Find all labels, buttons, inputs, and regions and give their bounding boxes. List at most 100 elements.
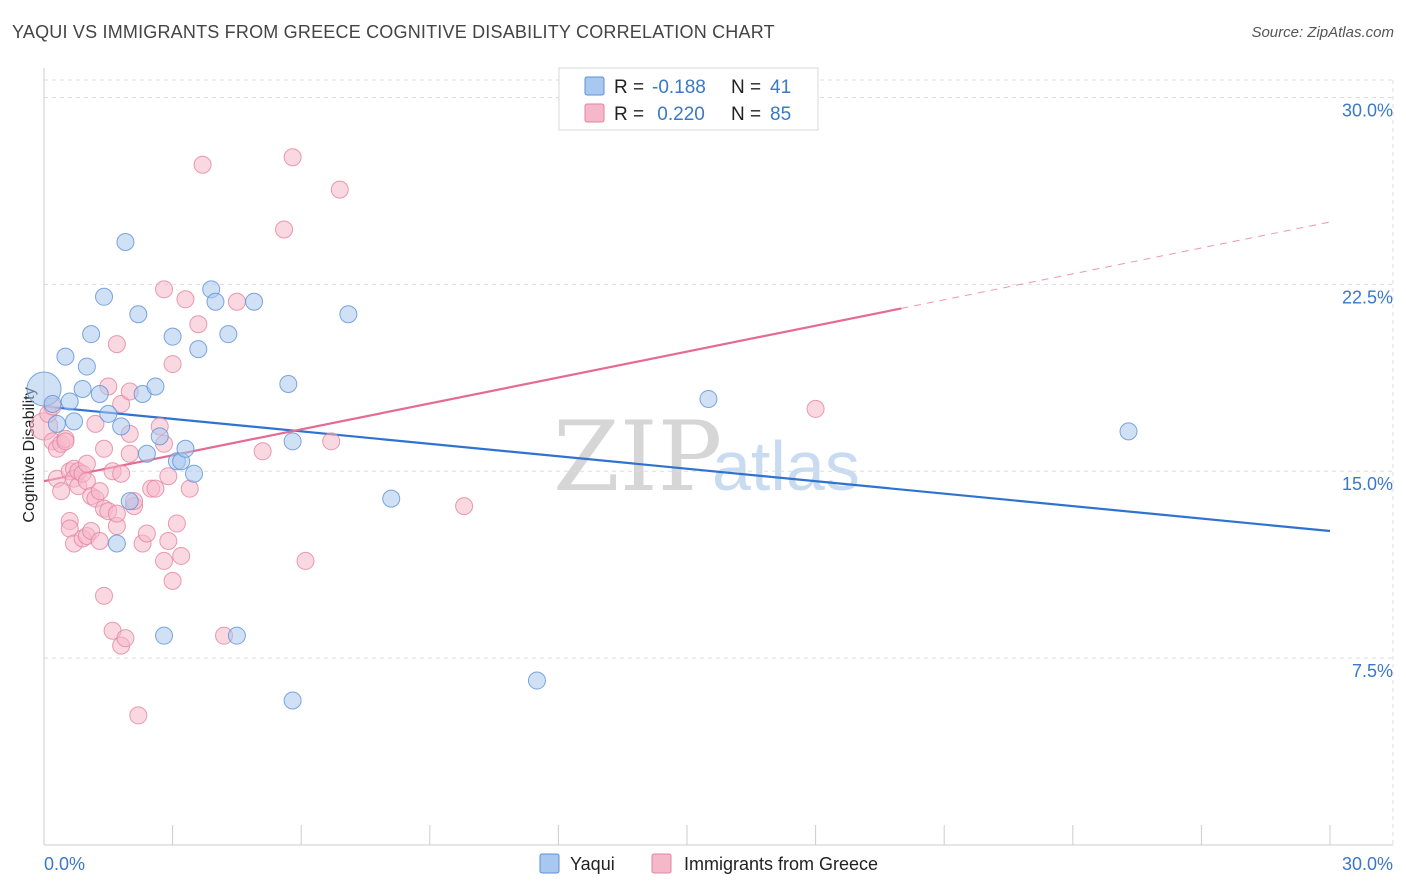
point-yaqui — [129, 305, 148, 324]
point-greece — [227, 292, 246, 311]
point-yaqui — [99, 404, 118, 423]
point-yaqui — [77, 357, 96, 376]
point-greece — [155, 280, 174, 299]
legend-n-label: N = — [731, 77, 761, 98]
point-greece — [86, 414, 105, 433]
point-yaqui — [146, 377, 165, 396]
point-yaqui — [382, 489, 401, 508]
y-axis-label: Cognitive Disability — [21, 387, 38, 522]
point-greece — [116, 629, 135, 648]
point-greece — [129, 706, 148, 725]
source-credit: Source: ZipAtlas.com — [1251, 24, 1394, 41]
point-yaqui — [163, 327, 182, 346]
y-tick-label: 7.5% — [1352, 661, 1393, 681]
point-yaqui — [206, 292, 225, 311]
data-points — [26, 148, 1138, 725]
watermark-zip: ZIP — [553, 401, 722, 513]
point-greece — [330, 180, 349, 199]
point-yaqui — [107, 534, 126, 553]
point-greece — [155, 551, 174, 570]
point-yaqui — [82, 325, 101, 344]
point-yaqui — [60, 392, 79, 411]
point-yaqui — [73, 379, 92, 398]
point-yaqui — [43, 394, 62, 413]
x-tick-label: 0.0% — [44, 854, 85, 874]
legend-r-value: 0.220 — [652, 104, 705, 125]
point-yaqui — [185, 464, 204, 483]
point-yaqui — [283, 432, 302, 451]
stats-legend: R = -0.188 N = 41 R = 0.220 N = 85 — [558, 67, 819, 131]
watermark-atlas: atlas — [712, 427, 860, 505]
series-label-yaqui: Yaqui — [570, 854, 615, 874]
point-greece — [137, 524, 156, 543]
point-greece — [159, 467, 178, 486]
point-greece — [95, 586, 114, 605]
axes: 7.5% 15.0% 22.5% 30.0% 0.0% 30.0% — [43, 68, 1393, 874]
point-yaqui — [279, 375, 298, 394]
point-greece — [90, 482, 109, 501]
y-tick-label: 15.0% — [1342, 474, 1393, 494]
point-greece — [52, 482, 71, 501]
point-yaqui — [699, 389, 718, 408]
point-greece — [112, 464, 131, 483]
point-greece — [455, 497, 474, 516]
trend-line-extension-greece — [901, 221, 1331, 309]
point-greece — [180, 479, 199, 498]
point-greece — [296, 551, 315, 570]
point-yaqui — [227, 626, 246, 645]
watermark: ZIP atlas — [553, 401, 860, 513]
point-greece — [120, 444, 139, 463]
point-greece — [107, 504, 126, 523]
x-tick-label: 30.0% — [1342, 854, 1393, 874]
point-yaqui — [137, 444, 156, 463]
series-label-greece: Immigrants from Greece — [684, 854, 878, 874]
point-greece — [146, 479, 165, 498]
series-swatch-greece — [651, 853, 672, 874]
point-greece — [112, 394, 131, 413]
point-yaqui — [527, 671, 546, 690]
point-yaqui — [120, 492, 139, 511]
point-yaqui — [155, 626, 174, 645]
point-greece — [77, 454, 96, 473]
series-legend: Yaqui Immigrants from Greece — [539, 853, 878, 874]
point-greece — [107, 335, 126, 354]
point-greece — [322, 432, 341, 451]
legend-swatch-greece — [584, 103, 605, 123]
chart-title: YAQUI VS IMMIGRANTS FROM GREECE COGNITIV… — [12, 22, 775, 42]
point-greece — [95, 439, 114, 458]
point-yaqui — [283, 691, 302, 710]
point-yaqui — [56, 347, 75, 366]
point-yaqui — [116, 232, 135, 251]
point-yaqui — [65, 412, 84, 431]
legend-n-value: 85 — [770, 104, 791, 125]
point-greece — [806, 399, 825, 418]
legend-r-value: -0.188 — [652, 77, 706, 98]
point-yaqui — [339, 305, 358, 324]
point-yaqui — [112, 417, 131, 436]
point-yaqui — [189, 340, 208, 359]
point-greece — [193, 155, 212, 174]
point-greece — [163, 571, 182, 590]
y-tick-label: 22.5% — [1342, 287, 1393, 307]
point-yaqui — [47, 414, 66, 433]
legend-swatch-yaqui — [584, 76, 605, 96]
legend-r-label: R = — [614, 104, 644, 125]
point-yaqui — [95, 287, 114, 306]
point-yaqui — [245, 292, 264, 311]
trend-line-yaqui — [43, 405, 1331, 533]
legend-r-label: R = — [614, 77, 644, 98]
point-yaqui — [90, 384, 109, 403]
point-greece — [172, 546, 191, 565]
point-greece — [159, 531, 178, 550]
point-greece — [163, 355, 182, 374]
y-tick-label: 30.0% — [1342, 100, 1393, 120]
point-greece — [253, 442, 272, 461]
point-greece — [176, 290, 195, 309]
point-greece — [56, 432, 75, 451]
point-yaqui — [150, 427, 169, 446]
point-greece — [275, 220, 294, 239]
point-greece — [189, 315, 208, 334]
point-greece — [283, 148, 302, 167]
point-yaqui — [219, 325, 238, 344]
